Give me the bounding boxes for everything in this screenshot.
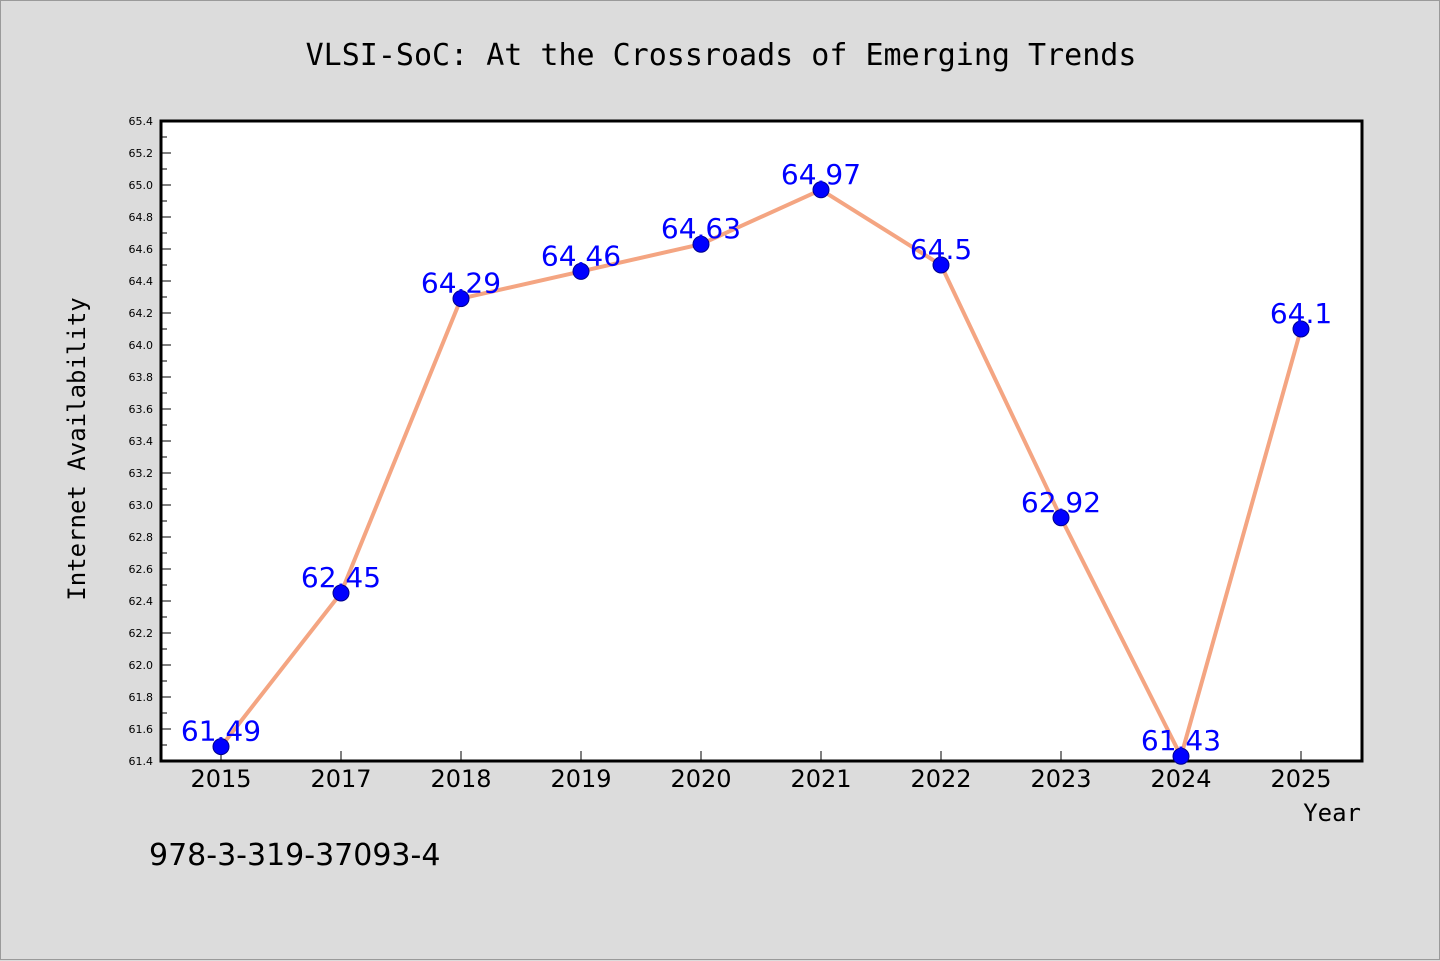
data-label: 64.97 (781, 158, 861, 191)
data-point (1172, 747, 1190, 765)
data-markers (212, 181, 1310, 765)
y-tick-label: 61.6 (129, 723, 154, 736)
data-point (692, 235, 710, 253)
plot-area (159, 119, 1364, 763)
y-tick-label: 63.8 (129, 371, 154, 384)
y-tick-label: 65.4 (129, 115, 154, 128)
y-tick-label: 62.4 (129, 595, 154, 608)
series-line (219, 187, 1303, 759)
y-tick-label: 62.8 (129, 531, 154, 544)
y-tick-label: 63.6 (129, 403, 154, 416)
x-tick-label: 2022 (910, 765, 971, 793)
y-tick-label: 64.4 (129, 275, 154, 288)
isbn-annotation: 978-3-319-37093-4 (149, 838, 440, 873)
data-point (1052, 509, 1070, 527)
x-tick-label: 2021 (790, 765, 851, 793)
x-tick-label: 2018 (430, 765, 491, 793)
x-tick-label: 2020 (670, 765, 731, 793)
y-tick-label: 64.2 (129, 307, 154, 320)
y-tick-label: 62.2 (129, 627, 154, 640)
y-tick-label: 63.2 (129, 467, 154, 480)
data-label: 61.43 (1141, 724, 1221, 757)
x-tick-label: 2017 (310, 765, 371, 793)
data-point (932, 256, 950, 274)
data-point (1292, 320, 1310, 338)
y-tick-label: 63.0 (129, 499, 154, 512)
y-tick-label: 61.8 (129, 691, 154, 704)
data-label: 62.92 (1021, 486, 1101, 519)
data-point (572, 262, 590, 280)
x-tick-label: 2019 (550, 765, 611, 793)
y-tick-label: 62.0 (129, 659, 154, 672)
data-point (812, 181, 830, 199)
y-tick-label: 61.4 (129, 755, 154, 768)
y-axis-label: Internet Availability (63, 297, 91, 600)
y-tick-label: 64.6 (129, 243, 154, 256)
x-axis: 2015 2017 2018 2019 2020 2021 2022 2023 2024 2025 (190, 751, 1332, 793)
y-tick-label: 62.6 (129, 563, 154, 576)
chart-title: VLSI-SoC: At the Crossroads of Emerging … (306, 38, 1137, 73)
data-label: 64.46 (541, 239, 621, 272)
y-tick-label: 65.2 (129, 147, 154, 160)
x-tick-label: 2025 (1270, 765, 1331, 793)
y-tick-label: 65.0 (129, 179, 154, 192)
y-axis: 61.4 61.6 61.8 62.0 62.2 62.4 62.6 62.8 63.0 63.2… (129, 115, 171, 768)
data-point (332, 584, 350, 602)
data-labels: 61.49 62.45 64.29 64.46 64.63 64.97 64.5 62.92 6… (181, 158, 1332, 757)
y-tick-label: 64.8 (129, 211, 154, 224)
data-point (452, 290, 470, 308)
y-tick-label: 64.0 (129, 339, 154, 352)
data-label: 62.45 (301, 561, 381, 594)
x-tick-label: 2024 (1150, 765, 1211, 793)
x-tick-label: 2015 (190, 765, 251, 793)
data-point (212, 738, 230, 756)
data-label: 64.29 (421, 267, 501, 300)
x-axis-label: Year (1303, 799, 1361, 827)
data-label: 61.49 (181, 715, 261, 748)
data-label: 64.1 (1270, 297, 1332, 330)
y-tick-label: 63.4 (129, 435, 154, 448)
x-tick-label: 2023 (1030, 765, 1091, 793)
data-label: 64.63 (661, 212, 741, 245)
data-label: 64.5 (910, 233, 972, 266)
